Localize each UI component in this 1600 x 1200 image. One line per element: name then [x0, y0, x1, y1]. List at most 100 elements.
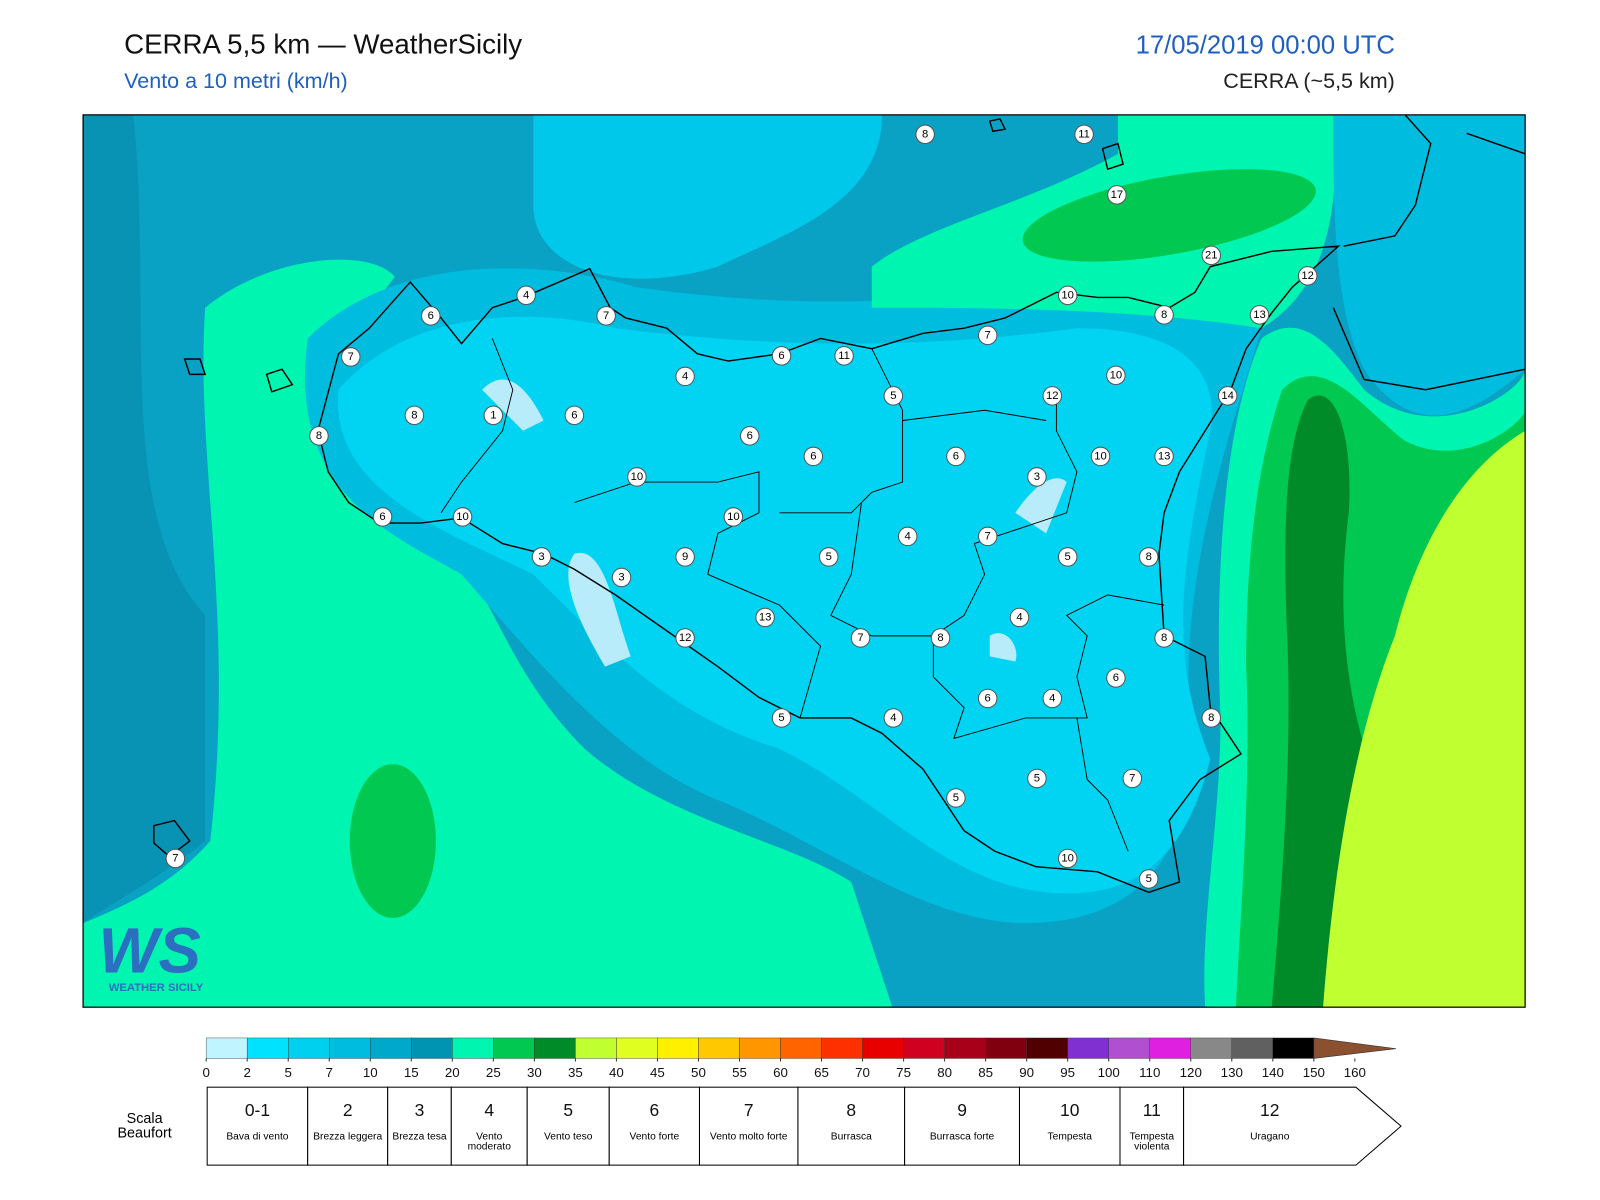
beaufort-cell	[698, 1086, 799, 1166]
colorbar-tick-label: 10	[363, 1065, 378, 1080]
station-marker	[1106, 668, 1126, 688]
colorbar-swatch	[287, 1037, 330, 1059]
beaufort-label-box: Vento molto forte	[710, 1132, 788, 1142]
logo-mark: WS	[98, 915, 200, 986]
beaufort-cell	[608, 1086, 700, 1166]
colorbar-swatch	[944, 1037, 986, 1059]
station-marker	[1249, 305, 1270, 325]
station-value: 10	[1094, 450, 1107, 462]
beaufort-label: Burrasca	[830, 1132, 872, 1143]
beaufort-label: Brezza tesa	[392, 1132, 447, 1143]
station-value: 4	[1049, 692, 1055, 704]
station-value: 7	[985, 329, 991, 341]
colorbar-swatch	[1231, 1037, 1274, 1059]
colorbar-tick-label: 70	[855, 1065, 870, 1080]
station-marker	[1042, 386, 1063, 406]
station-marker	[165, 848, 186, 869]
station-marker	[1154, 305, 1174, 325]
beaufort-number: 12	[1260, 1100, 1279, 1120]
beaufort-number: 0-1	[245, 1100, 270, 1120]
colorbar: 0 2 5 7 10 15 20 25 30 35 40 45 50 55 60 65 70 75 80 85 90 95…	[202, 1037, 1396, 1080]
beaufort-label-box: Burrasca	[830, 1132, 872, 1143]
station-value: 11	[838, 350, 850, 362]
station-value: 4	[523, 289, 529, 301]
colorbar-swatch	[780, 1037, 822, 1059]
colorbar-swatch	[1108, 1037, 1150, 1059]
beaufort-cell	[904, 1086, 1020, 1166]
station-value: 11	[1078, 128, 1090, 140]
station-marker	[883, 708, 904, 728]
beaufort-label: Uragano	[1250, 1132, 1290, 1143]
station-marker	[1138, 869, 1159, 889]
map: 8 11 17 21 12 10 8 13 4 7 6 7 7 6 11 4 5 12 10 14 8 1 6 8 6 6 6 10 1…	[83, 114, 1526, 1008]
station-marker	[977, 325, 998, 346]
station-marker	[803, 446, 824, 467]
colorbar-swatch	[1190, 1037, 1232, 1059]
colorbar-swatch	[329, 1037, 371, 1059]
beaufort-cell	[1018, 1086, 1121, 1166]
station-marker	[1297, 266, 1318, 286]
field	[337, 316, 1212, 894]
station-marker	[1027, 768, 1047, 789]
beaufort-label: Tempesta violenta	[1129, 1132, 1175, 1153]
beaufort-label: Tempesta	[1047, 1132, 1092, 1143]
colorbar-swatch	[1272, 1037, 1315, 1059]
station-marker	[675, 628, 695, 648]
colorbar-tick-label: 40	[609, 1065, 624, 1080]
station-marker	[611, 567, 632, 588]
station-marker	[1074, 124, 1094, 145]
station-value: 4	[682, 370, 688, 382]
colorbar-tick-label: 110	[1139, 1065, 1160, 1080]
field	[1323, 430, 1526, 1008]
colorbar-tick-label: 30	[527, 1065, 542, 1080]
station-value: 8	[316, 430, 322, 442]
station-marker	[946, 446, 966, 467]
station-value: 5	[953, 792, 959, 804]
colorbar-tick-label: 7	[326, 1065, 333, 1080]
beaufort-number: 5	[563, 1100, 573, 1120]
field	[349, 764, 436, 918]
field	[1333, 114, 1526, 416]
station-value: 8	[411, 409, 417, 421]
beaufort-label: Vento teso	[543, 1132, 593, 1143]
colorbar-tick-label: 95	[1060, 1065, 1075, 1080]
station-marker	[1009, 607, 1030, 628]
colorbar-swatch	[616, 1037, 658, 1059]
beaufort-title: Scala Beaufort	[117, 1110, 172, 1141]
station-marker	[675, 366, 695, 387]
station-value: 6	[428, 310, 434, 322]
station-value: 3	[618, 571, 624, 583]
beaufort-label: Brezza leggera	[313, 1132, 383, 1143]
colorbar-tick-label: 20	[445, 1065, 460, 1080]
station-marker	[1122, 768, 1143, 789]
beaufort-number: 11	[1143, 1100, 1161, 1120]
colorbar-swatch	[452, 1037, 494, 1059]
colorbar-tick-label: 35	[568, 1065, 583, 1080]
colorbar-tick-label: 90	[1019, 1065, 1034, 1080]
station-marker	[1057, 848, 1078, 869]
station-marker	[1154, 628, 1174, 648]
colorbar-tick-label: 65	[814, 1065, 829, 1080]
station-value: 5	[890, 390, 896, 402]
station-value: 6	[379, 511, 385, 523]
colorbar-tick-label: 80	[937, 1065, 952, 1080]
station-marker	[596, 306, 616, 326]
beaufort-label-box: Vento moderato	[468, 1132, 511, 1152]
colorbar-tick-label: 85	[978, 1065, 993, 1080]
station-value: 10	[1061, 852, 1074, 864]
station-value: 6	[985, 692, 991, 704]
field	[533, 114, 883, 279]
beaufort-number: 6	[650, 1100, 660, 1120]
station-marker	[309, 426, 329, 446]
station-value: 8	[922, 128, 928, 140]
station-marker	[1107, 185, 1127, 205]
logo-text: WEATHER SICILY	[109, 982, 204, 994]
station-value: 7	[603, 310, 609, 322]
title: CERRA 5,5 km — WeatherSicily	[124, 28, 522, 59]
station-value: 5	[1146, 873, 1152, 885]
station-marker	[675, 547, 695, 567]
station-marker	[850, 628, 871, 648]
station-marker	[723, 507, 744, 527]
station-value: 7	[985, 530, 991, 542]
